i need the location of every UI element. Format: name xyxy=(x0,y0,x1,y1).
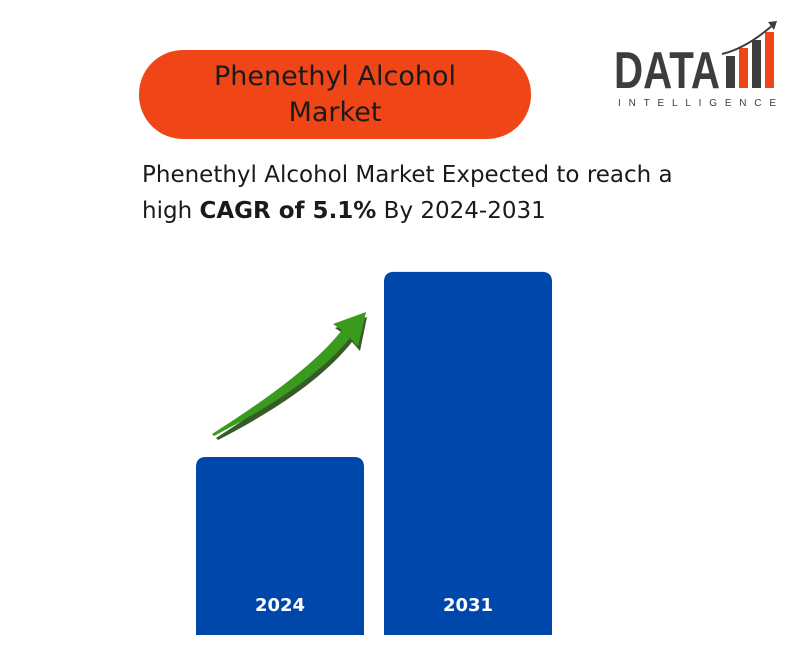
cagr-highlight: CAGR of 5.1% xyxy=(199,198,377,224)
logo-main-text: DATA xyxy=(614,42,720,100)
bars-layer: 2024 2031 xyxy=(196,271,552,635)
headline: Phenethyl Alcohol Market Expected to rea… xyxy=(142,157,762,229)
data-intelligence-logo: DATA INTELLIGENCE xyxy=(614,21,777,109)
headline-line-2: high CAGR of 5.1% By 2024-2031 xyxy=(142,193,762,229)
headline-suffix: By 2024-2031 xyxy=(376,198,546,224)
logo-bars-icon xyxy=(721,21,777,88)
page-title: Phenethyl Alcohol Market xyxy=(214,60,456,128)
bar-label-2031: 2031 xyxy=(443,595,493,616)
bar-2031 xyxy=(384,271,552,635)
headline-line-1: Phenethyl Alcohol Market Expected to rea… xyxy=(142,162,673,188)
title-banner: Phenethyl Alcohol Market xyxy=(139,50,531,139)
headline-prefix: high xyxy=(142,198,200,224)
bar-label-2024: 2024 xyxy=(255,595,305,616)
bar-2024 xyxy=(196,457,364,635)
growth-arrow-icon xyxy=(212,312,367,440)
